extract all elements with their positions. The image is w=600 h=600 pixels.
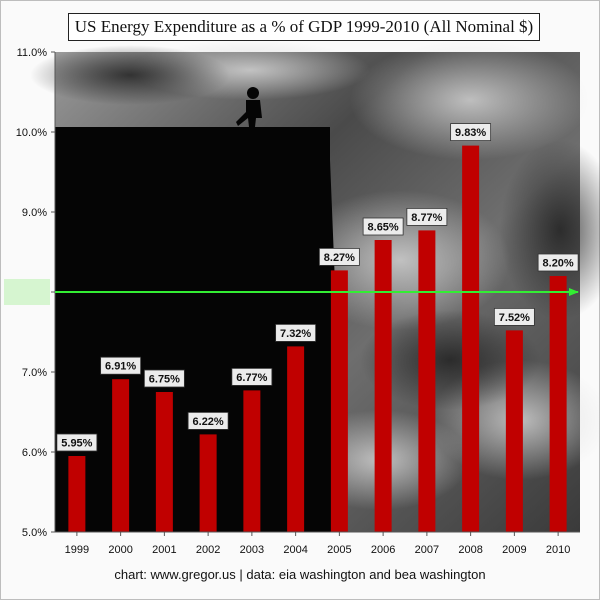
bar-1999 (68, 456, 86, 532)
x-tick-label: 2010 (546, 544, 570, 556)
x-tick-label: 1999 (65, 544, 89, 556)
bar-2006 (374, 240, 392, 532)
x-tick-label: 2008 (458, 544, 482, 556)
data-label-2002: 6.22% (193, 416, 224, 428)
y-tick-label: 7.0% (22, 367, 47, 379)
bar-2004 (287, 346, 305, 532)
y-tick-label: 9.0% (22, 207, 47, 219)
data-label-2009: 7.52% (499, 312, 530, 324)
data-label-box (100, 356, 142, 375)
x-tick-label: 2006 (371, 544, 395, 556)
bar-2009 (505, 330, 523, 532)
data-label-box (406, 207, 448, 226)
bar-2003 (243, 390, 261, 532)
chart-title: US Energy Expenditure as a % of GDP 1999… (68, 13, 540, 41)
reference-line-group (4, 279, 579, 305)
data-label-box (275, 323, 317, 342)
data-label-box (143, 369, 185, 388)
y-tick-label: 11.0% (17, 47, 48, 59)
data-label-2001: 6.75% (149, 374, 180, 386)
y-tick-label: 10.0% (16, 127, 47, 139)
data-label-2000: 6.91% (105, 361, 136, 373)
x-tick-label: 2000 (108, 544, 132, 556)
x-tick-label: 2009 (502, 544, 526, 556)
data-label-box (537, 253, 579, 272)
chart-footer-credit: chart: www.gregor.us | data: eia washing… (114, 567, 486, 582)
data-label-2006: 8.65% (368, 222, 399, 234)
data-label-2003: 6.77% (236, 372, 267, 384)
data-label-box (187, 411, 229, 430)
reference-label-highlight (4, 279, 50, 305)
bar-2000 (112, 379, 130, 532)
x-tick-label: 2004 (283, 544, 307, 556)
data-label-2005: 8.27% (324, 252, 355, 264)
x-tick-label: 2001 (152, 544, 176, 556)
y-tick-label: 5.0% (22, 527, 47, 539)
bar-2010 (549, 276, 567, 532)
data-label-box (450, 123, 492, 141)
data-label-2004: 7.32% (280, 328, 311, 340)
x-tick-label: 2003 (240, 544, 264, 556)
bar-2007 (418, 230, 436, 532)
bars-group (68, 145, 567, 532)
y-tick-label: 6.0% (22, 447, 47, 459)
bar-2008 (462, 145, 480, 532)
data-label-1999: 5.95% (61, 438, 92, 450)
x-tick-label: 2007 (415, 544, 439, 556)
data-label-2007: 8.77% (411, 212, 442, 224)
standing-figure-silhouette (236, 87, 262, 127)
x-axis: 1999 2000 2001 2002 2003 2004 2005 2006 2007 2008… (55, 531, 580, 556)
data-label-2008: 9.83% (455, 127, 486, 139)
data-labels-group: 5.95% 6.91% 6.75% 6.22% 6.77% 7.32% 8.27% 8.65%… (56, 123, 579, 452)
bar-2002 (199, 434, 217, 532)
data-label-box (493, 307, 535, 326)
data-label-box (56, 433, 98, 452)
bar-2005 (330, 270, 348, 532)
x-tick-label: 2002 (196, 544, 220, 556)
data-label-2010: 8.20% (543, 258, 574, 270)
data-label-box (362, 217, 404, 236)
bar-2001 (155, 392, 173, 532)
data-label-box (318, 247, 360, 266)
data-label-box (231, 367, 273, 386)
x-tick-label: 2005 (327, 544, 351, 556)
